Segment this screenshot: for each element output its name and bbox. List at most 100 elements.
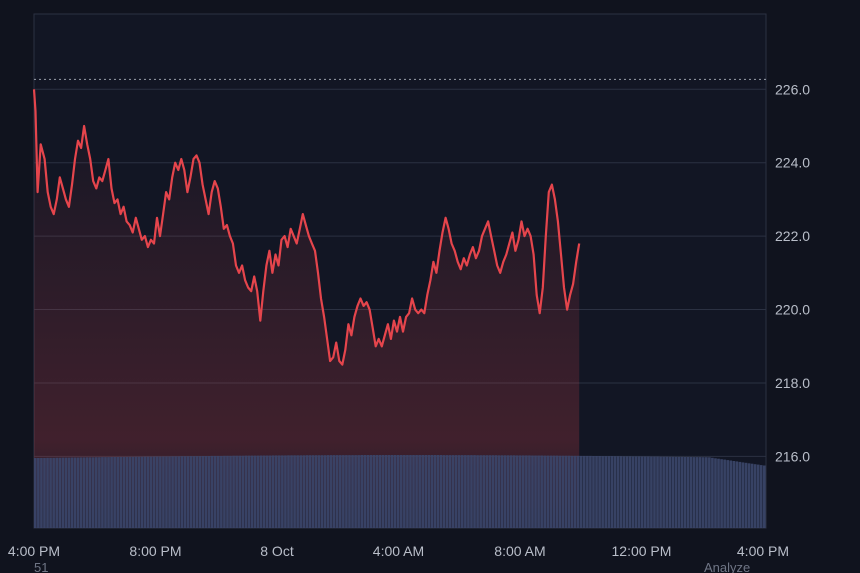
footer-left-text: 51 [34, 560, 48, 573]
volume-bar [73, 457, 77, 528]
volume-bar [759, 465, 763, 528]
volume-bar [622, 456, 626, 528]
volume-bar [131, 456, 135, 528]
volume-bar [448, 455, 452, 528]
volume-bar [265, 455, 269, 528]
volume-bar [522, 455, 525, 528]
volume-bar [61, 457, 65, 528]
volume-bar [339, 455, 342, 528]
volume-bar [134, 456, 138, 528]
volume-bar [159, 456, 162, 528]
volume-bar [677, 456, 681, 528]
volume-bar [268, 455, 272, 528]
volume-bar [640, 456, 644, 528]
volume-bar [348, 455, 351, 528]
volume-bar [433, 455, 437, 528]
volume-bar [665, 456, 668, 528]
volume-bar [671, 456, 675, 528]
volume-bar [729, 460, 733, 528]
volume-bar [223, 455, 226, 528]
volume-bar [518, 455, 522, 528]
volume-bar [198, 456, 202, 528]
volume-bar [418, 455, 421, 528]
volume-bar [403, 455, 406, 528]
y-tick-label: 224.0 [775, 155, 810, 171]
volume-bar [549, 455, 553, 528]
volume-bar [726, 460, 729, 528]
volume-bar [241, 455, 245, 528]
volume-bar [543, 455, 546, 528]
price-line [32, 89, 581, 366]
volume-bar [753, 464, 757, 528]
volume-bar [436, 455, 440, 528]
volume-bar [354, 455, 357, 528]
volume-bar [104, 457, 107, 528]
volume-bar [335, 455, 339, 528]
volume-bar [37, 458, 40, 528]
volume-bar [595, 456, 598, 528]
volume-bar [332, 455, 336, 528]
volume-bar [311, 455, 315, 528]
volume-bar [171, 456, 174, 528]
volume-bar [528, 455, 531, 528]
volume-bar [70, 457, 74, 528]
volume-bar [247, 455, 251, 528]
volume-bar [128, 456, 132, 528]
volume-bar [119, 456, 123, 528]
volume-bar [113, 457, 116, 528]
volume-bar [98, 457, 101, 528]
volume-bar [738, 461, 742, 528]
volume-bar [714, 458, 717, 528]
volume-bar [177, 456, 180, 528]
volume-bar [711, 457, 714, 528]
volume-bar [375, 455, 379, 528]
volume-bar [149, 456, 153, 528]
volume-bar [91, 457, 95, 528]
volume-bar [717, 458, 720, 528]
volume-bar [476, 455, 479, 528]
volume-bar [552, 455, 556, 528]
volume-bar [479, 455, 482, 528]
volume-bar [107, 457, 110, 528]
volume-bar [226, 455, 229, 528]
volume-bar [457, 455, 461, 528]
volume-bar [564, 455, 568, 528]
volume-bar [207, 456, 211, 528]
volume-bar [686, 457, 690, 528]
volume-bar [293, 455, 296, 528]
volume-bar [506, 455, 510, 528]
volume-bar [34, 458, 37, 528]
volume-bar [406, 455, 409, 528]
volume-bar [296, 455, 299, 528]
volume-bar [656, 456, 659, 528]
volume-bar [421, 455, 424, 528]
volume-bar [531, 455, 534, 528]
analyze-link[interactable]: Analyze [704, 560, 750, 573]
volume-bar [576, 455, 580, 528]
volume-bar [378, 455, 382, 528]
volume-bar [387, 455, 391, 528]
volume-bar [250, 455, 254, 528]
volume-bar [732, 461, 736, 528]
volume-bar [308, 455, 312, 528]
volume-bar [534, 455, 537, 528]
volume-bar [607, 456, 611, 528]
volume-bar [412, 455, 415, 528]
volume-bar [235, 455, 238, 528]
volume-bar [720, 459, 723, 528]
volume-bar [244, 455, 248, 528]
volume-bar [579, 455, 583, 528]
volume-bar [82, 457, 86, 528]
volume-bar [723, 459, 726, 528]
y-tick-label: 218.0 [775, 375, 810, 391]
volume-bar [650, 456, 653, 528]
volume-bar [320, 455, 324, 528]
volume-bar [525, 455, 528, 528]
volume-bar [470, 455, 473, 528]
volume-bar [156, 456, 159, 528]
volume-bar [180, 456, 184, 528]
volume-bar [668, 456, 672, 528]
y-tick-label: 226.0 [775, 81, 810, 97]
volume-bar [85, 457, 89, 528]
